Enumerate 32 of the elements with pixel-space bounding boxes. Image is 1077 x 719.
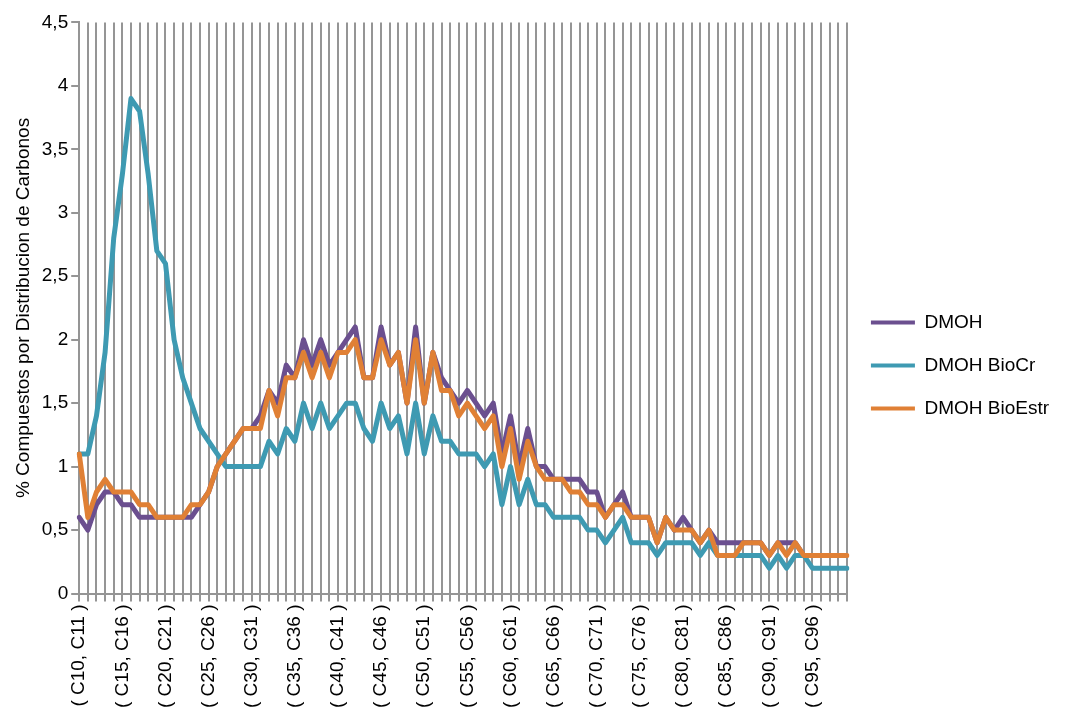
x-tick-label: ( C45, C46 ) — [369, 604, 391, 708]
y-tick-label: 4,5 — [41, 10, 69, 32]
x-tick-label: ( C10, C11 ) — [67, 604, 89, 707]
y-tick-label: 2 — [57, 327, 69, 349]
x-tick-label: ( C65, C66 ) — [541, 604, 563, 708]
y-tick-label: 2,5 — [41, 264, 69, 286]
y-tick-label: 3,5 — [41, 137, 69, 159]
x-tick-label: ( C95, C96 ) — [800, 604, 822, 708]
x-tick-label: ( C55, C56 ) — [455, 604, 477, 708]
y-tick-label: 3 — [57, 201, 69, 223]
x-tick-label: ( C40, C41 ) — [326, 604, 348, 708]
x-tick-label: ( C50, C51 ) — [412, 604, 434, 708]
x-tick-label: ( C35, C36 ) — [283, 604, 305, 708]
x-tick-label: ( C70, C71 ) — [585, 604, 607, 708]
legend-label: DMOH — [924, 310, 983, 332]
y-axis-title: % Compuestos por Distribucion de Carbonos — [11, 117, 33, 499]
y-tick-label: 1,5 — [41, 391, 69, 413]
x-tick-label: ( C15, C16 ) — [110, 604, 132, 708]
legend-label: DMOH BioCr — [924, 353, 1036, 375]
y-tick-label: 0 — [57, 581, 69, 603]
x-tick-label: ( C85, C86 ) — [714, 604, 736, 708]
x-tick-label: ( C60, C61 ) — [498, 604, 520, 708]
legend-label: DMOH BioEstr — [924, 396, 1050, 418]
x-tick-label: ( C75, C76 ) — [628, 604, 650, 708]
x-tick-label: ( C30, C31 ) — [239, 604, 261, 708]
x-tick-label: ( C80, C81 ) — [671, 604, 693, 708]
y-tick-label: 4 — [57, 74, 69, 96]
x-tick-label: ( C25, C26 ) — [196, 604, 218, 708]
y-tick-label: 1 — [57, 454, 69, 476]
y-tick-label: 0,5 — [41, 518, 69, 540]
x-tick-label: ( C90, C91 ) — [757, 604, 779, 708]
x-tick-label: ( C20, C21 ) — [153, 604, 175, 708]
